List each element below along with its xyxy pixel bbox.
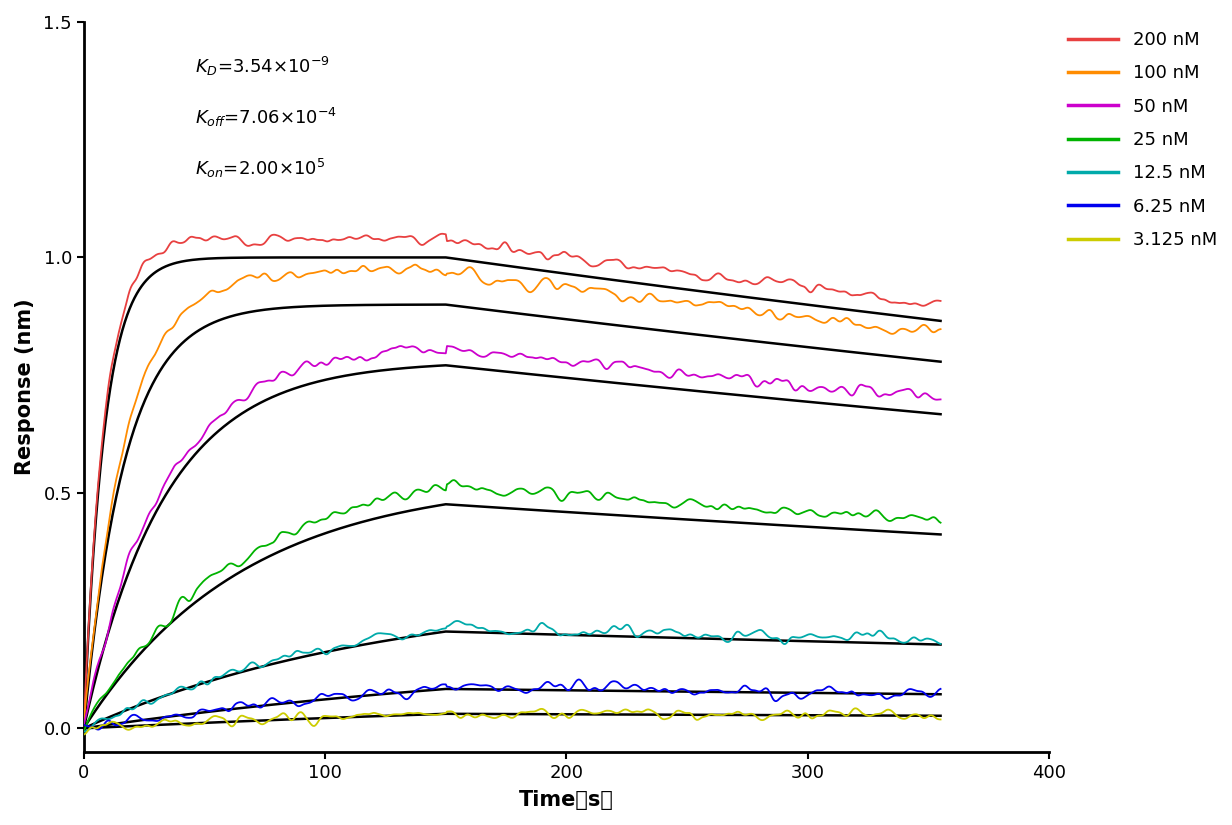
50 nM <box>357 355 372 365</box>
100 nM <box>933 324 947 334</box>
200 nM <box>435 229 450 238</box>
3.125 nM <box>849 704 864 714</box>
25 nM <box>514 483 529 493</box>
12.5 nM <box>933 639 947 648</box>
6.25 nM <box>839 688 854 698</box>
Legend: 200 nM, 100 nM, 50 nM, 25 nM, 12.5 nM, 6.25 nM, 3.125 nM: 200 nM, 100 nM, 50 nM, 25 nM, 12.5 nM, 6… <box>1068 31 1217 249</box>
200 nM <box>933 296 947 306</box>
Y-axis label: Response (nm): Response (nm) <box>15 299 34 475</box>
12.5 nM <box>678 631 692 641</box>
6.25 nM <box>572 675 586 685</box>
12.5 nM <box>564 630 579 640</box>
3.125 nM <box>513 708 527 718</box>
50 nM <box>678 369 692 379</box>
Line: 100 nM: 100 nM <box>84 265 940 723</box>
6.25 nM <box>91 724 106 734</box>
200 nM <box>514 245 529 255</box>
3.125 nM <box>676 707 691 717</box>
50 nM <box>564 361 579 370</box>
12.5 nM <box>76 727 91 737</box>
12.5 nM <box>514 628 529 638</box>
25 nM <box>933 518 947 528</box>
3.125 nM <box>602 706 617 716</box>
Line: 6.25 nM: 6.25 nM <box>84 680 940 729</box>
Line: 200 nM: 200 nM <box>84 233 940 725</box>
25 nM <box>357 500 372 510</box>
Text: $K_D$=3.54×10$^{-9}$: $K_D$=3.54×10$^{-9}$ <box>195 54 330 78</box>
6.25 nM <box>514 686 529 695</box>
3.125 nM <box>837 710 851 720</box>
200 nM <box>838 287 853 297</box>
25 nM <box>76 726 91 736</box>
Text: $K_{off}$=7.06×10$^{-4}$: $K_{off}$=7.06×10$^{-4}$ <box>195 106 336 129</box>
25 nM <box>838 507 853 517</box>
6.25 nM <box>679 685 694 695</box>
100 nM <box>838 314 853 323</box>
100 nM <box>76 718 91 728</box>
200 nM <box>564 252 579 262</box>
Line: 3.125 nM: 3.125 nM <box>84 709 940 734</box>
12.5 nM <box>838 634 853 644</box>
3.125 nM <box>357 709 372 719</box>
Line: 50 nM: 50 nM <box>84 346 940 725</box>
3.125 nM <box>563 713 578 723</box>
6.25 nM <box>76 720 91 730</box>
6.25 nM <box>605 676 620 686</box>
100 nM <box>408 260 423 270</box>
3.125 nM <box>933 714 947 724</box>
25 nM <box>564 487 579 497</box>
100 nM <box>564 281 579 291</box>
50 nM <box>76 720 91 730</box>
100 nM <box>604 287 618 297</box>
3.125 nM <box>76 729 91 739</box>
Line: 25 nM: 25 nM <box>84 480 940 731</box>
50 nM <box>514 349 529 359</box>
100 nM <box>514 278 529 288</box>
50 nM <box>933 394 947 404</box>
50 nM <box>604 361 618 370</box>
200 nM <box>76 720 91 730</box>
25 nM <box>604 489 618 499</box>
200 nM <box>357 230 372 240</box>
100 nM <box>357 262 372 271</box>
200 nM <box>678 267 692 277</box>
25 nM <box>447 475 462 485</box>
6.25 nM <box>564 683 579 693</box>
50 nM <box>838 384 853 394</box>
6.25 nM <box>933 684 947 694</box>
25 nM <box>678 497 692 507</box>
200 nM <box>604 255 618 265</box>
X-axis label: Time（s）: Time（s） <box>519 790 614 810</box>
12.5 nM <box>604 623 618 633</box>
12.5 nM <box>357 634 372 644</box>
50 nM <box>440 341 455 351</box>
Text: $K_{on}$=2.00×10$^{5}$: $K_{on}$=2.00×10$^{5}$ <box>195 157 325 180</box>
6.25 nM <box>359 686 373 696</box>
100 nM <box>678 296 692 306</box>
Line: 12.5 nM: 12.5 nM <box>84 621 940 732</box>
12.5 nM <box>450 616 464 626</box>
